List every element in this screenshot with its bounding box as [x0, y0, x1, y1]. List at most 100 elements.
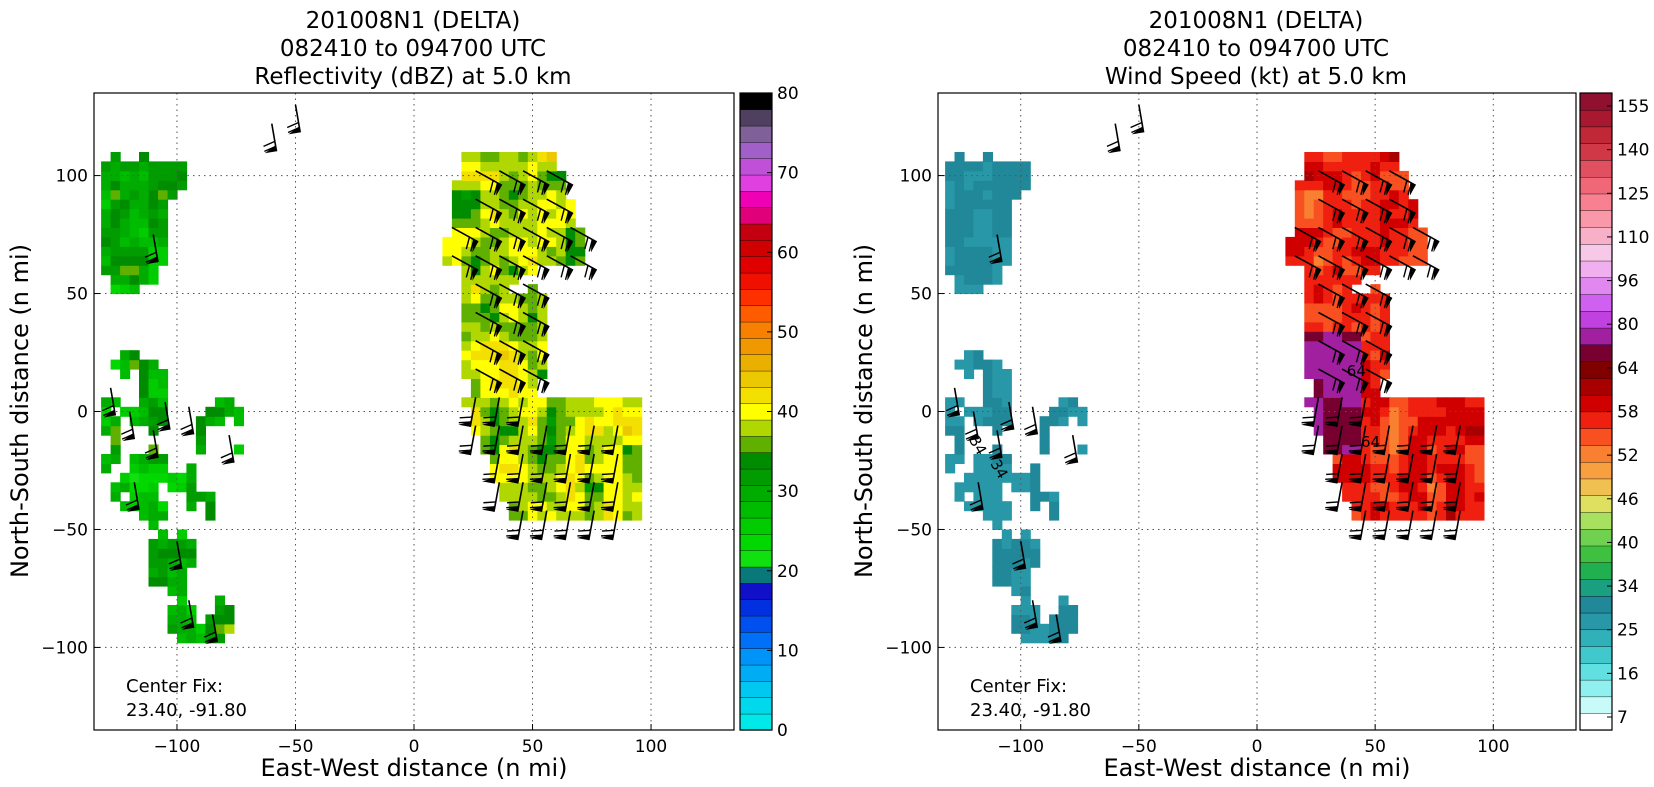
field-cell — [982, 218, 993, 228]
wind-barb-feather — [529, 534, 543, 537]
field-cell — [508, 293, 519, 304]
reflectivity-title-line-1: 201008N1 (DELTA) — [306, 8, 521, 34]
wind-barb-feather — [1403, 208, 1408, 221]
field-cell — [139, 199, 150, 210]
field-cell — [1379, 255, 1390, 266]
wind-barb-feather — [1012, 558, 1025, 565]
colorbar-tick-label: 110 — [1617, 228, 1649, 248]
wind-barb-feather — [121, 433, 134, 440]
field-cell — [565, 255, 576, 266]
field-cell — [594, 406, 605, 417]
field-cell — [973, 246, 984, 257]
field-cell — [527, 152, 538, 162]
field-cell — [480, 189, 491, 200]
field-cell — [224, 406, 235, 417]
field-cell — [632, 425, 643, 436]
field-cell — [1342, 425, 1353, 436]
field-cell — [584, 454, 595, 464]
field-cell — [556, 189, 567, 200]
field-cell — [489, 161, 500, 172]
field-cell — [1370, 161, 1381, 172]
wind-barb-pennant — [1315, 239, 1322, 253]
field-cell — [233, 416, 244, 427]
y-tick-label: 0 — [921, 403, 932, 423]
wind-barb-feather — [577, 477, 590, 481]
field-cell — [1020, 614, 1031, 625]
field-cell — [1379, 180, 1390, 191]
field-cell — [1342, 369, 1353, 379]
field-cell — [954, 265, 965, 276]
wind-barb-feather — [601, 472, 615, 476]
field-cell — [1304, 293, 1315, 304]
field-cell — [233, 444, 244, 455]
field-cell — [584, 463, 595, 474]
wind-barb-feather — [1403, 265, 1408, 278]
field-cell — [1427, 454, 1438, 464]
field-cell — [1313, 378, 1324, 389]
field-cell — [1436, 472, 1447, 483]
field-cell — [489, 255, 500, 266]
wind-barb-feather — [1360, 380, 1365, 394]
wind-barb-feather — [1431, 239, 1436, 252]
field-cell — [120, 218, 131, 228]
wind-barb-feather — [1407, 267, 1412, 280]
field-cell — [954, 435, 965, 446]
field-cell — [964, 406, 975, 417]
field-cell — [1294, 208, 1305, 219]
wind-barb-feather — [489, 293, 494, 306]
field-cell — [1370, 152, 1381, 162]
field-cell — [992, 567, 1003, 578]
field-cell — [110, 246, 121, 257]
field-cell — [1361, 482, 1372, 493]
colorbar-tick-label: 60 — [777, 243, 799, 263]
colorbar-swatch — [739, 207, 773, 225]
field-cell — [1342, 274, 1353, 285]
wind-barb-feather — [1426, 265, 1432, 278]
wind-barb-feather — [517, 182, 522, 196]
field-cell — [1417, 397, 1428, 408]
wind-barb-feather — [1372, 449, 1385, 452]
field-cell — [1058, 614, 1069, 625]
field-cell — [1379, 340, 1390, 351]
wind-barb-feather — [145, 452, 158, 459]
y-tick-label: 100 — [56, 167, 88, 187]
field-cell — [451, 199, 462, 210]
field-cell — [546, 236, 557, 247]
field-cell — [982, 491, 993, 502]
field-cell — [139, 369, 150, 379]
field-cell — [1361, 416, 1372, 427]
field-cell — [480, 425, 491, 436]
field-cell — [470, 246, 481, 257]
field-cell — [945, 180, 956, 191]
reflectivity-x-axis-label: East-West distance (n mi) — [260, 754, 567, 782]
field-cell — [556, 406, 567, 417]
field-cell — [1389, 454, 1400, 464]
colorbar-swatch — [739, 109, 773, 127]
wind-barb-pennant — [1338, 295, 1345, 310]
colorbar-swatch — [1579, 478, 1613, 496]
field-cell — [1417, 435, 1428, 446]
colorbar-swatch — [1579, 662, 1613, 681]
field-cell — [632, 482, 643, 493]
field-cell — [508, 491, 519, 502]
wind-barb-feather — [180, 617, 193, 624]
field-cell — [1332, 397, 1343, 408]
field-cell — [167, 180, 178, 191]
field-cell — [489, 265, 500, 276]
field-cell — [973, 199, 984, 210]
field-cell — [470, 274, 481, 285]
reflectivity-center-fix-value: 23.40, -91.80 — [126, 700, 247, 721]
colorbar-swatch — [1579, 243, 1613, 262]
wind-barb-feather — [560, 180, 565, 193]
field-cell — [1011, 538, 1022, 549]
field-cell — [470, 312, 481, 323]
wind-barb-feather — [1383, 267, 1389, 280]
field-cell — [1398, 472, 1409, 483]
field-cell — [1001, 397, 1012, 408]
field-cell — [480, 218, 491, 228]
wind-barb-feather — [1383, 380, 1389, 394]
field-cell — [973, 416, 984, 427]
field-cell — [1436, 425, 1447, 436]
colorbar-swatch — [1579, 595, 1613, 614]
